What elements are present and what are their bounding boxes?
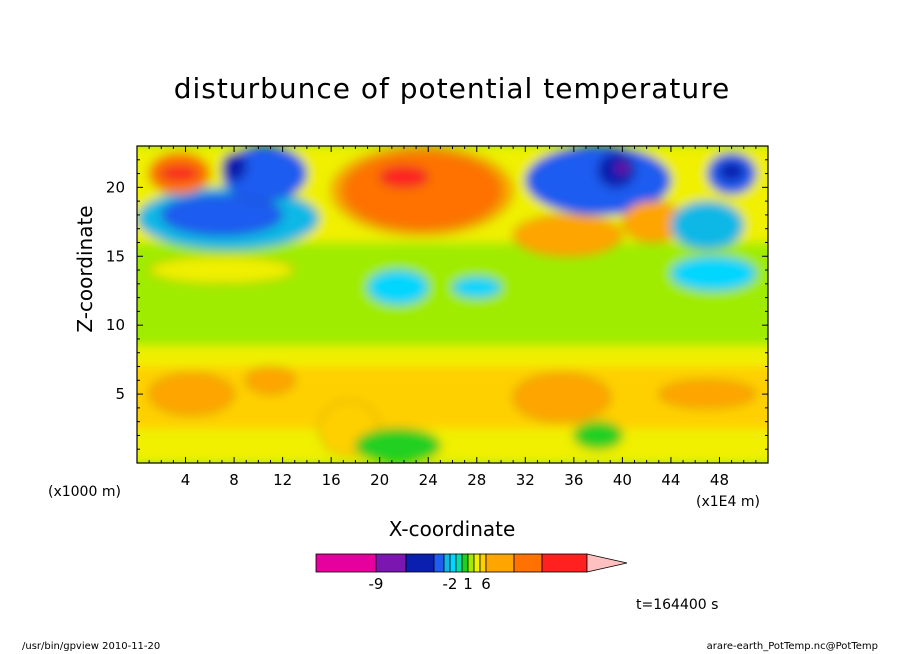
contour-region-19 <box>221 152 247 181</box>
colorbar-segment-1 <box>375 553 407 573</box>
contour-region-33 <box>670 200 745 250</box>
colorbar-extend-arrow <box>586 553 628 573</box>
colorbar-segment-2 <box>405 553 435 573</box>
contour-region-23 <box>342 152 502 230</box>
x-tick-label-40: 40 <box>613 471 632 489</box>
colorbar-segment-3 <box>433 553 445 573</box>
chart-title: disturbunce of potential temperature <box>173 72 731 105</box>
contour-field <box>137 146 768 463</box>
contour-region-9 <box>573 421 623 450</box>
x-unit-left: (x1000 m) <box>48 484 121 500</box>
y-tick-label-20: 20 <box>106 178 125 196</box>
colorbar-label-3: 6 <box>481 575 491 593</box>
footer-left: /usr/bin/gpview 2010-11-20 <box>22 641 161 652</box>
x-axis-title: X-coordinate <box>389 517 516 541</box>
contour-region-21 <box>160 166 199 181</box>
x-tick-label-36: 36 <box>564 471 583 489</box>
colorbar-segment-10 <box>479 553 487 573</box>
colorbar-segment-9 <box>473 553 481 573</box>
x-tick-label-32: 32 <box>516 471 535 489</box>
contour-region-12 <box>367 269 429 305</box>
contour-region-5 <box>658 379 757 409</box>
x-unit-right: (x1E4 m) <box>696 494 760 510</box>
contour-region-6 <box>245 366 296 395</box>
colorbar-segment-6 <box>455 553 463 573</box>
x-tick-label-20: 20 <box>370 471 389 489</box>
x-tick-label-48: 48 <box>710 471 729 489</box>
colorbar-segment-12 <box>513 553 543 573</box>
contour-region-29 <box>615 162 629 174</box>
colorbar-segment-8 <box>467 553 475 573</box>
colorbar: -9 -2 1 6 <box>315 553 628 593</box>
colorbar-segment-0 <box>315 553 377 573</box>
contour-region-3 <box>148 373 235 416</box>
x-tick-label-8: 8 <box>229 471 239 489</box>
colorbar-segment-7 <box>461 553 469 573</box>
contour-region-13 <box>452 276 502 299</box>
colorbar-segment-4 <box>443 553 451 573</box>
x-tick-label-44: 44 <box>661 471 680 489</box>
x-tick-label-24: 24 <box>419 471 438 489</box>
colorbar-label-1: -2 <box>443 575 458 593</box>
contour-region-17 <box>160 193 284 236</box>
colorbar-segment-13 <box>541 553 588 573</box>
x-tick-label-12: 12 <box>273 471 292 489</box>
x-tick-label-16: 16 <box>322 471 341 489</box>
contour-region-8 <box>355 428 441 463</box>
y-tick-label-10: 10 <box>106 316 125 334</box>
colorbar-segment-5 <box>449 553 457 573</box>
y-axis-title: Z-coordinate <box>73 205 97 332</box>
y-axis: 5 10 15 20 <box>106 159 768 450</box>
contour-region-14 <box>670 255 757 292</box>
y-tick-label-15: 15 <box>106 247 125 265</box>
y-tick-label-5: 5 <box>115 385 125 403</box>
colorbar-label-0: -9 <box>369 575 384 593</box>
contour-region-27 <box>524 146 672 216</box>
x-tick-label-4: 4 <box>181 471 191 489</box>
contour-region-4 <box>512 373 611 423</box>
colorbar-label-2: 1 <box>463 575 473 593</box>
contour-region-26 <box>512 214 623 257</box>
footer-right: arare-earth_PotTemp.nc@PotTemp <box>706 641 878 652</box>
contour-region-31 <box>719 162 745 181</box>
x-axis: 4 8 12 16 20 24 28 32 36 40 44 48 <box>148 146 757 489</box>
x-tick-label-28: 28 <box>467 471 486 489</box>
time-label: t=164400 s <box>636 597 718 613</box>
colorbar-segment-11 <box>485 553 515 573</box>
contour-region-11 <box>148 255 296 285</box>
contour-region-24 <box>379 166 429 188</box>
